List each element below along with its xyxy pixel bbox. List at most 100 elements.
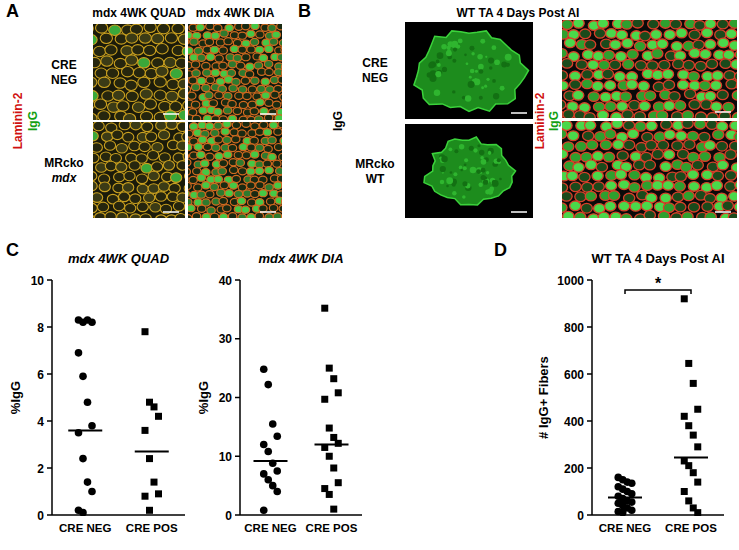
fiber [263, 129, 271, 136]
fiber [646, 121, 657, 131]
fiber [271, 91, 279, 98]
fiber [255, 116, 263, 120]
fiber [592, 171, 603, 181]
micrograph [562, 20, 737, 118]
fiber [137, 184, 148, 194]
fiber [677, 80, 688, 90]
fiber [259, 122, 267, 129]
fiber [136, 174, 147, 184]
fiber [100, 33, 112, 43]
x-axis [52, 514, 185, 516]
fiber [212, 144, 220, 151]
fiber [241, 24, 249, 30]
fiber [282, 182, 283, 189]
data-point [326, 491, 333, 498]
texture [469, 46, 474, 51]
fiber [600, 140, 611, 150]
fiber [282, 69, 283, 76]
texture [440, 180, 445, 185]
fiber [683, 60, 694, 70]
fiber [223, 205, 231, 212]
fiber [664, 30, 675, 40]
data-point [146, 455, 153, 462]
fiber [231, 136, 239, 143]
x-tick-label: CRE NEG [599, 522, 651, 534]
fiber [210, 183, 218, 190]
texture [478, 64, 484, 70]
texture [488, 151, 490, 153]
fiber [219, 47, 227, 54]
fiber [202, 62, 210, 69]
fiber [154, 90, 166, 100]
texture [470, 167, 477, 174]
fiber [171, 173, 182, 183]
texture [479, 96, 483, 100]
fiber [178, 34, 185, 44]
fiber [259, 190, 267, 197]
texture [441, 44, 447, 50]
fiber [246, 168, 254, 175]
fiber [232, 122, 240, 129]
micrograph [188, 122, 282, 218]
fiber [203, 143, 211, 150]
fiber [635, 41, 646, 51]
fiber [272, 31, 280, 38]
data-point [685, 462, 692, 469]
fiber [188, 182, 191, 189]
y-tick [47, 326, 52, 328]
texture [506, 63, 510, 67]
fiber [173, 202, 184, 212]
fiber [274, 69, 282, 76]
data-point [79, 509, 87, 516]
fiber [716, 141, 727, 151]
fiber [630, 202, 641, 212]
fiber [562, 192, 572, 202]
fiber [670, 20, 681, 29]
y-tick [587, 514, 592, 516]
fiber [280, 94, 282, 101]
data-point [681, 488, 688, 495]
fiber [717, 90, 728, 100]
fiber [114, 172, 125, 182]
fiber [205, 92, 213, 99]
fiber [94, 213, 105, 218]
fiber [582, 70, 593, 80]
fiber [622, 38, 633, 48]
panel-label: B [298, 1, 311, 21]
muscle-section [424, 137, 516, 205]
data-point [685, 360, 692, 367]
fiber [604, 81, 615, 91]
fiber [621, 20, 632, 29]
fiber [570, 201, 581, 211]
texture [453, 172, 457, 176]
fiber [191, 61, 199, 68]
fiber [644, 210, 655, 218]
data-point [273, 467, 281, 475]
data-point [260, 441, 268, 449]
texture [464, 164, 467, 167]
fiber [234, 151, 242, 158]
fiber [711, 102, 722, 112]
mean-line [674, 456, 708, 458]
data-point [142, 328, 149, 335]
data-point [264, 448, 272, 456]
fiber [165, 33, 177, 43]
fiber [178, 79, 185, 89]
fiber [623, 59, 634, 69]
y-tick [47, 373, 52, 375]
column-header: mdx 4WK QUAD [92, 6, 186, 20]
fiber [672, 112, 683, 118]
fiber [93, 35, 97, 45]
fiber [732, 91, 737, 101]
texture [435, 71, 441, 77]
y-tick-label: 600 [564, 368, 584, 382]
fiber [132, 102, 144, 112]
fiber [199, 107, 207, 114]
fiber [657, 39, 668, 49]
fiber [205, 38, 213, 45]
texture [484, 85, 487, 88]
fiber [238, 32, 246, 39]
fiber [188, 190, 189, 197]
fiber [203, 69, 211, 76]
micrograph-bg [188, 122, 282, 218]
